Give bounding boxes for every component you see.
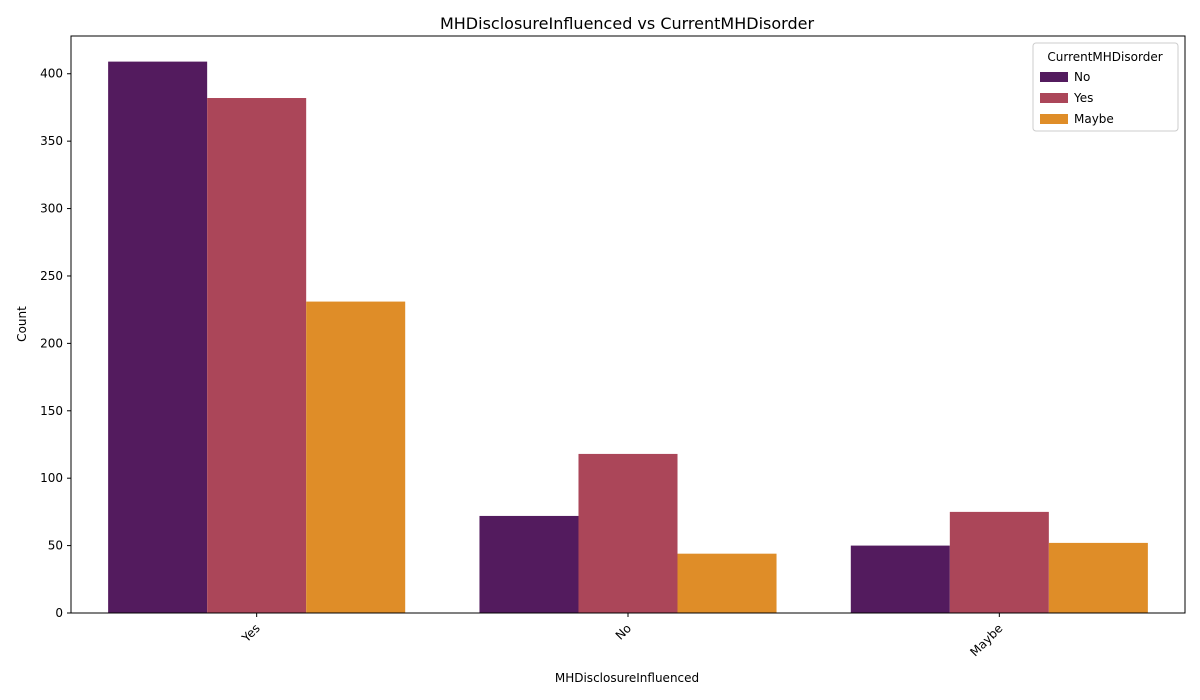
x-tick-label: Yes [238,621,262,645]
bar-no-yes [108,61,208,613]
plot-area: 0 50 100 150 200 250 300 350 400 Yes No Maybe [40,61,1148,659]
x-axis-label: MHDisclosureInfluenced [555,671,699,685]
y-tick-label: 400 [40,67,63,81]
bar-yes-no [578,453,678,613]
bar-maybe-yes [306,301,406,613]
legend-label-no: No [1074,70,1090,84]
y-tick-label: 100 [40,471,63,485]
x-tick-label: Maybe [967,621,1005,659]
y-axis-label: Count [15,306,29,342]
bar-no-no [479,515,579,613]
y-tick-label: 50 [48,539,63,553]
bar-maybe-maybe [1048,542,1148,613]
legend-label-maybe: Maybe [1074,112,1114,126]
x-tick-label: No [613,621,634,642]
y-tick-label: 200 [40,336,63,350]
legend-swatch-no [1040,72,1068,82]
legend-title: CurrentMHDisorder [1047,50,1162,64]
y-tick-label: 250 [40,269,63,283]
legend-swatch-yes [1040,93,1068,103]
chart-title: MHDisclosureInfluenced vs CurrentMHDisor… [440,14,814,33]
y-tick-label: 300 [40,202,63,216]
legend-box [1032,42,1179,132]
legend-swatch-maybe [1040,114,1068,124]
bar-yes-maybe [949,511,1049,613]
bar-no-maybe [850,545,950,613]
legend-label-yes: Yes [1073,91,1093,105]
bar-yes-yes [207,98,307,613]
y-tick-label: 0 [55,606,63,620]
axes-frame [70,35,1186,614]
bar-maybe-no [677,553,777,613]
legend: CurrentMHDisorder No Yes Maybe [1032,42,1179,132]
y-tick-label: 350 [40,134,63,148]
y-tick-label: 150 [40,404,63,418]
